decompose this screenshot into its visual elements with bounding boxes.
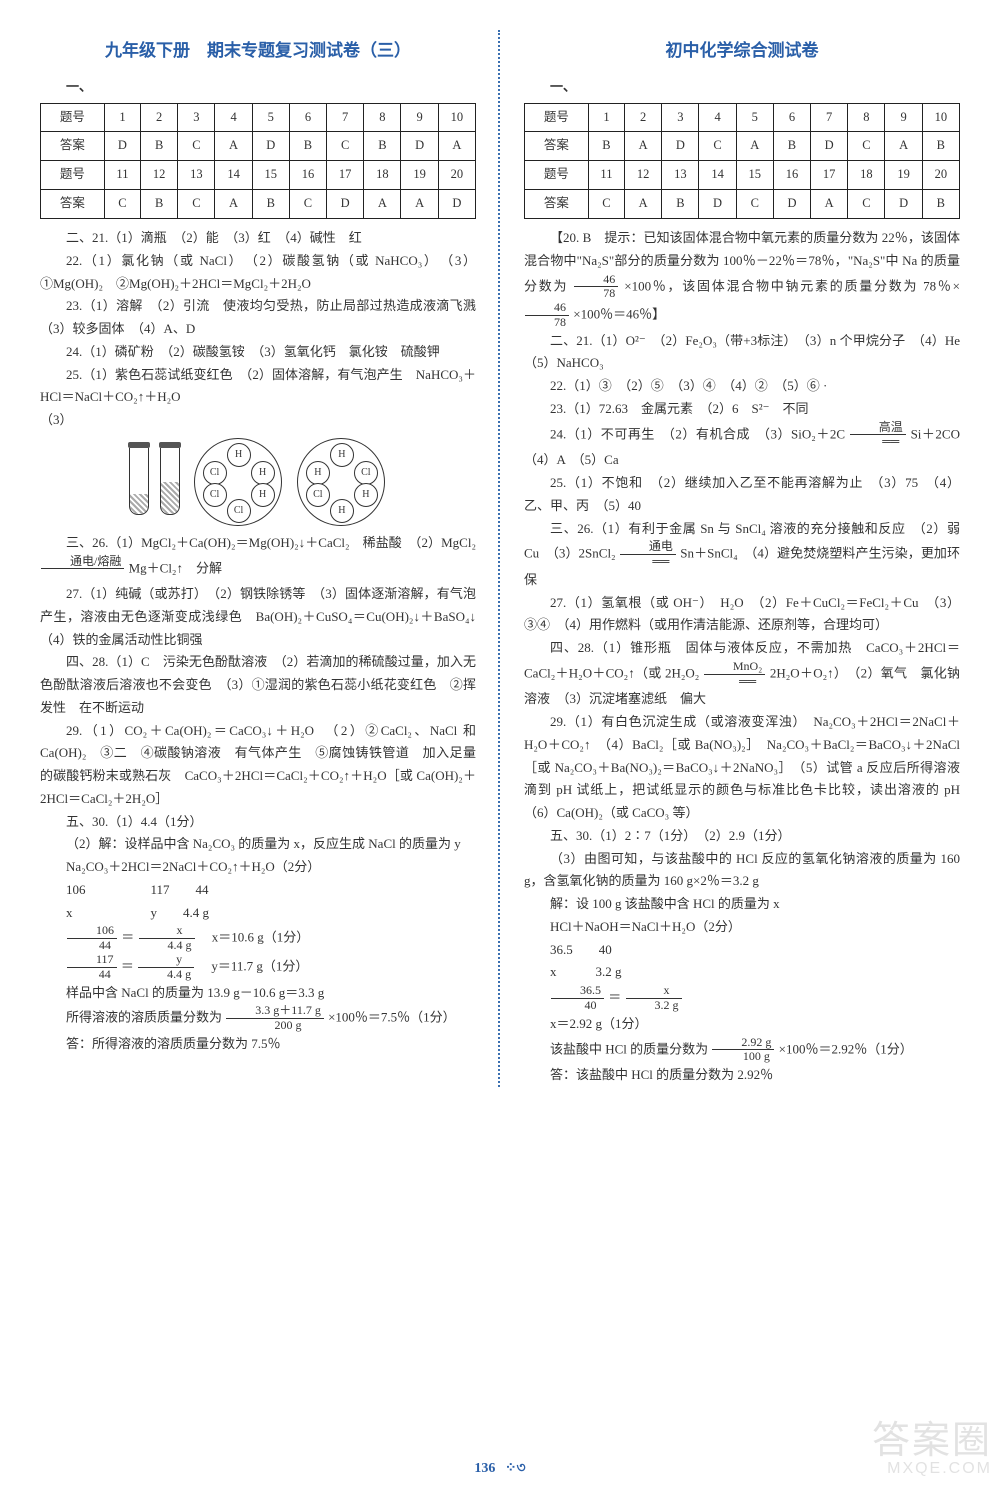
test-tube-icon — [129, 448, 149, 515]
watermark: 答案圈 MXQE.COM — [872, 1422, 992, 1478]
q28: 四、28.（1）C 污染无色酚酞溶液 （2）若滴加的稀硫酸过量，加入无色酚酞溶液… — [40, 651, 476, 719]
r-q28: 四、28.（1）锥形瓶 固体与液体反应，不需加热 CaCO₃＋2HCl＝CaCl… — [524, 637, 960, 711]
column-divider — [498, 30, 502, 1087]
table-row: 题号 1 2 3 4 5 6 7 8 9 10 — [41, 103, 476, 132]
left-title: 九年级下册 期末专题复习测试卷（三） — [40, 36, 476, 66]
r-q22: 22.（1）③ （2）⑤ （3）④ （4）② （5）⑥ · — [524, 375, 960, 398]
table-row: 答案 C B C A B C D A A D — [41, 190, 476, 219]
q30f: 10644 ＝ x4.4 g x＝10.6 g（1分） — [40, 924, 476, 953]
right-section-1: 一、 — [524, 76, 960, 99]
r-q26: 三、26.（1）有利于金属 Sn 与 SnCl₄ 溶液的充分接触和反应 （2）弱… — [524, 518, 960, 592]
table-row: 答案 BA DC AB DC AB — [525, 132, 960, 161]
hint20: 【20. B 提示：已知该固体混合物中氧元素的质量分数为 22％，该固体混合物中… — [524, 227, 960, 330]
r-q30d: HCl＋NaOH＝NaCl＋H₂O（2分） — [524, 916, 960, 939]
reaction-diagram: H Cl H Cl H Cl H H Cl Cl H H — [40, 438, 476, 526]
two-column-layout: 九年级下册 期末专题复习测试卷（三） 一、 题号 1 2 3 4 5 6 7 8… — [40, 30, 960, 1087]
watermark-line2: MXQE.COM — [872, 1460, 992, 1478]
r-q30h: x＝2.92 g（1分） — [524, 1013, 960, 1036]
q30a: 五、30.（1）4.4（1分） — [40, 811, 476, 834]
q30d: 106 117 44 — [40, 879, 476, 902]
reaction-condition: 通电══ — [620, 540, 676, 569]
r-q27: 27.（1）氢氧根（或 OH⁻） H₂O （2）Fe＋CuCl₂＝FeCl₂＋C… — [524, 592, 960, 638]
q23: 23.（1）溶解 （2）引流 使液均匀受热，防止局部过热造成液滴飞溅 （3）较多… — [40, 295, 476, 341]
page-container: 九年级下册 期末专题复习测试卷（三） 一、 题号 1 2 3 4 5 6 7 8… — [0, 0, 1000, 1490]
table-row: 题号 1112 1314 1516 1718 1920 — [525, 161, 960, 190]
q24: 24.（1）磷矿粉 （2）碳酸氢铵 （3）氢氧化钙 氯化铵 硫酸钾 — [40, 341, 476, 364]
q26-b: Mg＋Cl₂↑ 分解 — [129, 560, 222, 575]
r-q30j: 答：该盐酸中 HCl 的质量分数为 2.92％ — [524, 1064, 960, 1087]
table-row: 题号 12 34 56 78 910 — [525, 103, 960, 132]
page-number: 136 ⁘৩ — [0, 1456, 1000, 1480]
r-q30a: 五、30.（1）2∶7（1分） （2）2.9（1分） — [524, 825, 960, 848]
table-row: 答案 D B C A D B C B D A — [41, 132, 476, 161]
test-tube-icon — [160, 448, 180, 515]
r-q23: 23.（1）72.63 金属元素 （2）6 S²⁻ 不同 — [524, 398, 960, 421]
r-q30f: x 3.2 g — [524, 961, 960, 984]
r-q25: 25.（1）不饱和 （2）继续加入乙至不能再溶解为止 （3）75 （4）乙、甲、… — [524, 472, 960, 518]
r-q30e: 36.5 40 — [524, 939, 960, 962]
q21: 二、21.（1）滴瓶 （2）能 （3）红 （4）碱性 红 — [40, 227, 476, 250]
left-section-1: 一、 — [40, 76, 476, 99]
q30c: Na₂CO₃＋2HCl＝2NaCl＋CO₂↑＋H₂O（2分） — [40, 856, 476, 879]
q29: 29.（1）CO₂＋Ca(OH)₂＝CaCO₃↓＋H₂O （2）②CaCl₂、N… — [40, 720, 476, 811]
r-q29: 29.（1）有白色沉淀生成（或溶液变浑浊） Na₂CO₃＋2HCl＝2NaCl＋… — [524, 711, 960, 825]
right-column: 初中化学综合测试卷 一、 题号 12 34 56 78 910 答案 BA DC… — [524, 30, 960, 1087]
q30h: 样品中含 NaCl 的质量为 13.9 g－10.6 g＝3.3 g — [40, 982, 476, 1005]
r-q21: 二、21.（1）O²⁻ （2）Fe₂O₃（带+3标注） （3）n 个甲烷分子 （… — [524, 330, 960, 376]
q30i: 所得溶液的溶质质量分数为 3.3 g＋11.7 g200 g ×100％＝7.5… — [40, 1004, 476, 1033]
r-q30g: 36.540 ＝ x3.2 g — [524, 984, 960, 1013]
r-q24: 24.（1）不可再生 （2）有机合成 （3）SiO₂＋2C 高温══ Si＋2C… — [524, 421, 960, 472]
r-q30c: 解：设 100 g 该盐酸中含 HCl 的质量为 x — [524, 893, 960, 916]
q27: 27.（1）纯碱（或苏打） （2）钢铁除锈等 （3）固体逐渐溶解，有气泡产生，溶… — [40, 583, 476, 651]
q25a: 25.（1）紫色石蕊试纸变红色 （2）固体溶解，有气泡产生 NaHCO₃＋HCl… — [40, 364, 476, 410]
right-title: 初中化学综合测试卷 — [524, 36, 960, 66]
reaction-condition: 通电/熔融 — [41, 555, 124, 584]
q30g: 11744 ＝ y4.4 g y＝11.7 g（1分） — [40, 953, 476, 982]
right-answer-table: 题号 12 34 56 78 910 答案 BA DC AB DC AB 题号 — [524, 103, 960, 220]
molecule-ring-right: H H Cl Cl H H — [297, 438, 385, 526]
left-column: 九年级下册 期末专题复习测试卷（三） 一、 题号 1 2 3 4 5 6 7 8… — [40, 30, 476, 1087]
molecule-ring-left: H Cl H Cl H Cl — [194, 438, 282, 526]
q30j: 答：所得溶液的溶质质量分数为 7.5％ — [40, 1033, 476, 1056]
q30e: x y 4.4 g — [40, 902, 476, 925]
q26-a: 三、26.（1）MgCl₂＋Ca(OH)₂＝Mg(OH)₂↓＋CaCl₂ 稀盐酸… — [66, 535, 476, 550]
watermark-line1: 答案圈 — [872, 1422, 992, 1460]
q22: 22.（1）氯化钠（或 NaCl） （2）碳酸氢钠（或 NaHCO₃） （3）①… — [40, 250, 476, 296]
left-answer-table: 题号 1 2 3 4 5 6 7 8 9 10 答案 D B C — [40, 103, 476, 220]
cell: 题号 — [41, 103, 105, 132]
table-row: 题号 11 12 13 14 15 16 17 18 19 20 — [41, 161, 476, 190]
reaction-condition: MnO₂══ — [704, 660, 766, 689]
reaction-condition: 高温══ — [850, 421, 906, 450]
q26: 三、26.（1）MgCl₂＋Ca(OH)₂＝Mg(OH)₂↓＋CaCl₂ 稀盐酸… — [40, 532, 476, 583]
r-q30b: （3）由图可知，与该盐酸中的 HCl 反应的氢氧化钠溶液的质量为 160 g，含… — [524, 848, 960, 894]
r-q30i: 该盐酸中 HCl 的质量分数为 2.92 g100 g ×100％＝2.92％（… — [524, 1036, 960, 1065]
table-row: 答案 CA BD CD AC DB — [525, 190, 960, 219]
page-deco-icon: ⁘৩ — [505, 1461, 526, 1476]
q30b: （2）解：设样品中含 Na₂CO₃ 的质量为 x，反应生成 NaCl 的质量为 … — [40, 833, 476, 856]
q25b: （3） — [40, 409, 476, 432]
